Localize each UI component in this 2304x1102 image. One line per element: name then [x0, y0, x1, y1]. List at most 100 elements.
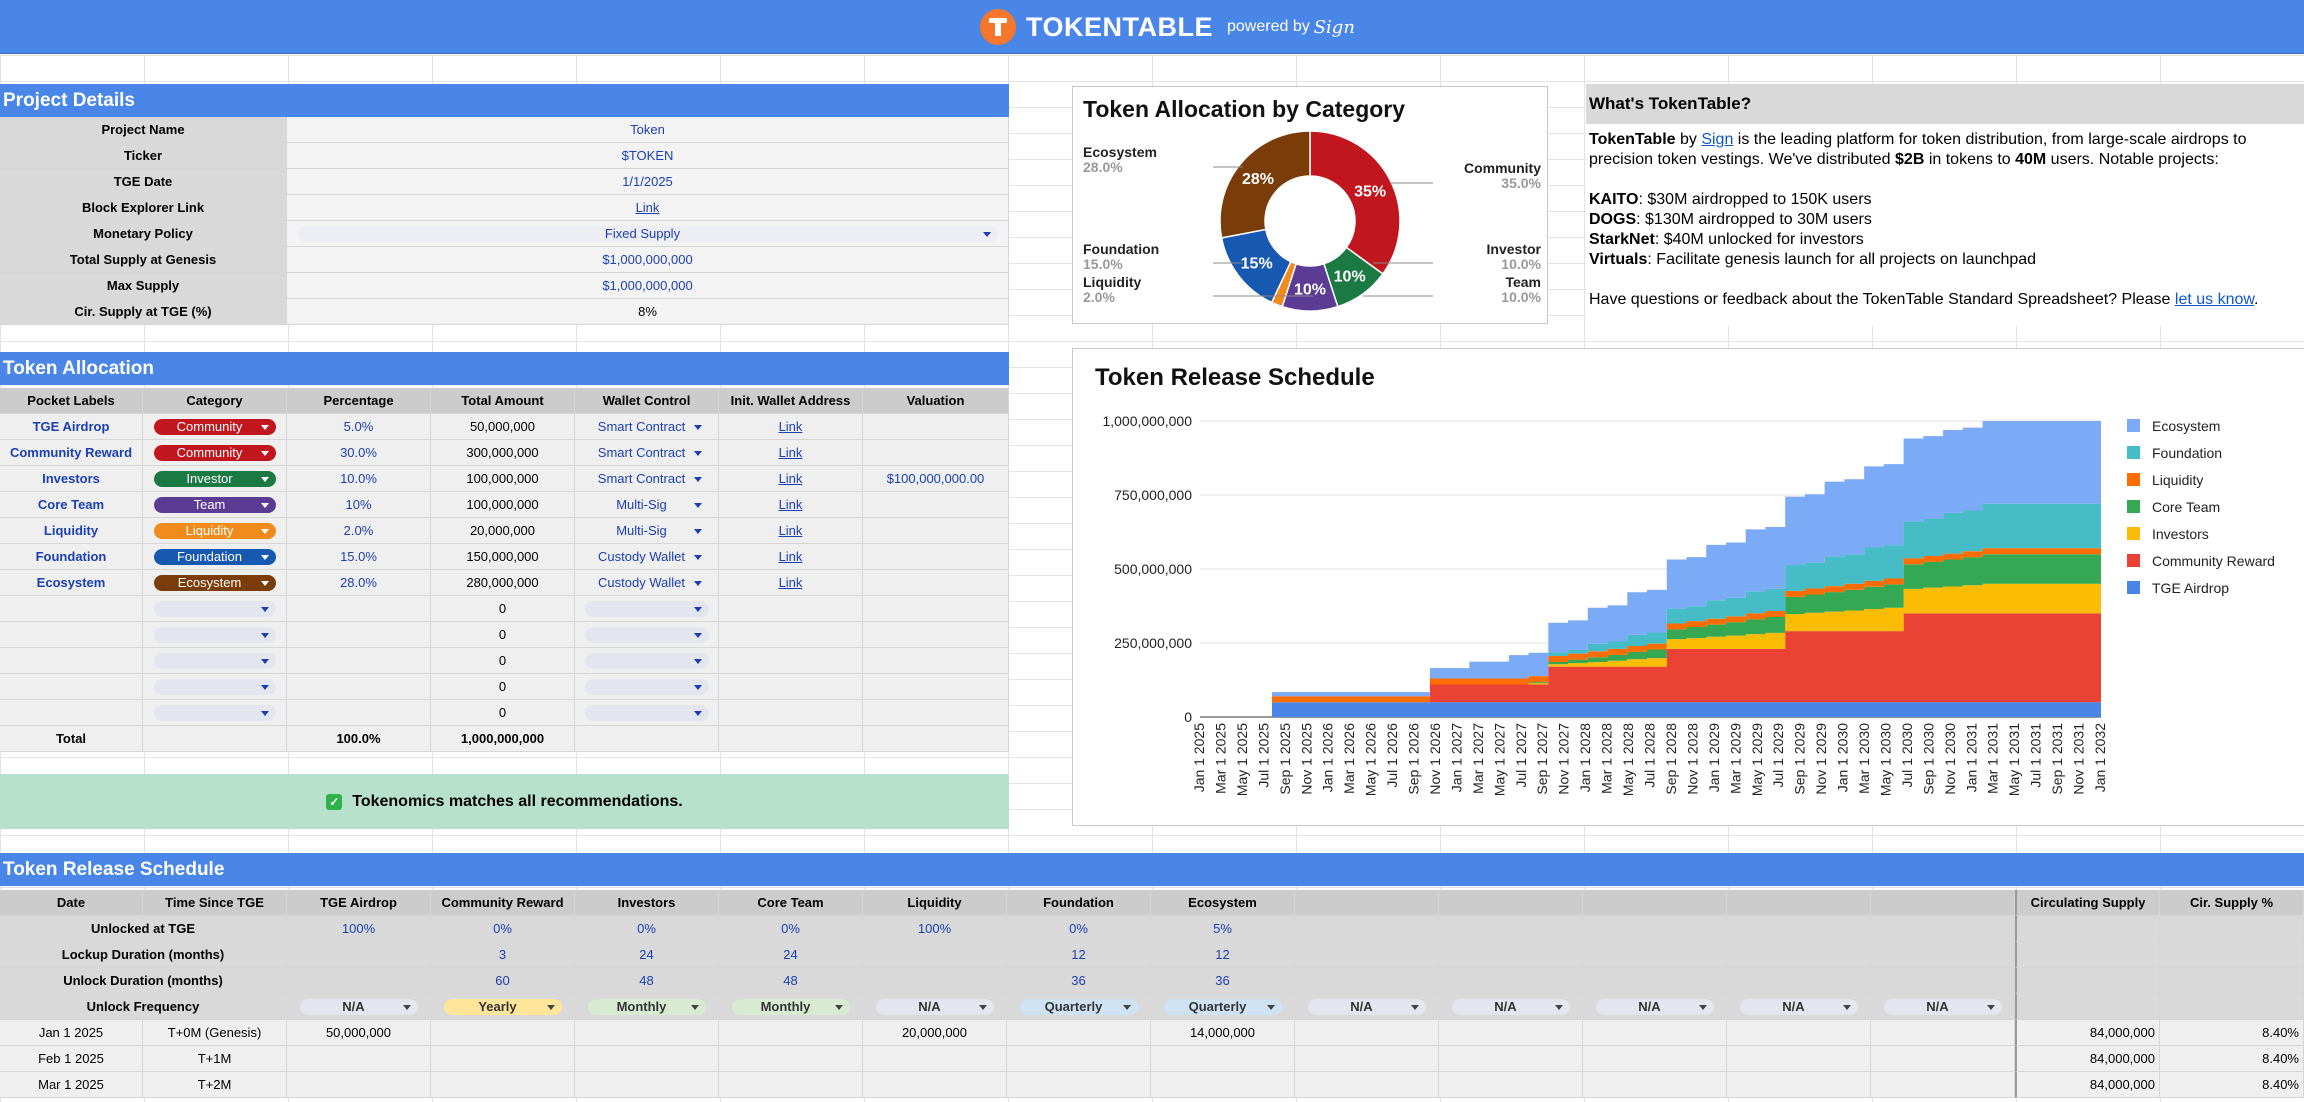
release-meta-value[interactable] [1439, 916, 1583, 942]
category-cell[interactable]: Foundation [143, 544, 287, 570]
release-meta-value[interactable]: 0% [719, 916, 863, 942]
category-dropdown[interactable]: Foundation [153, 548, 276, 565]
wallet-control-cell[interactable]: Multi-Sig [575, 492, 719, 518]
wallet-control-dropdown[interactable] [584, 626, 709, 643]
block-explorer-link[interactable]: Link [635, 200, 660, 215]
wallet-address-cell[interactable] [719, 700, 863, 726]
wallet-control-dropdown[interactable] [584, 652, 709, 669]
project-field-value[interactable]: Token [287, 117, 1009, 143]
unlock-frequency-dropdown[interactable]: Quarterly [1163, 998, 1282, 1015]
category-dropdown[interactable] [153, 600, 276, 617]
wallet-address-cell[interactable]: Link [719, 518, 863, 544]
release-meta-value[interactable]: 0% [431, 916, 575, 942]
valuation-cell[interactable] [863, 648, 1009, 674]
wallet-control-cell[interactable] [575, 674, 719, 700]
allocation-percentage[interactable] [287, 648, 431, 674]
wallet-address-cell[interactable]: Link [719, 492, 863, 518]
release-meta-value[interactable]: 36 [1151, 968, 1295, 994]
project-field-value[interactable]: 1/1/2025 [287, 169, 1009, 195]
release-meta-value[interactable]: 3 [431, 942, 575, 968]
area-series[interactable] [1272, 503, 2101, 697]
unlock-frequency-cell[interactable]: N/A [1871, 994, 2015, 1020]
area-series[interactable] [1272, 421, 2101, 697]
pie-slice[interactable] [1219, 130, 1311, 239]
category-dropdown[interactable]: Community [153, 418, 276, 435]
valuation-cell[interactable] [863, 622, 1009, 648]
pocket-label[interactable] [0, 648, 143, 674]
category-dropdown[interactable]: Investor [153, 470, 276, 487]
legend-label[interactable]: Community Reward [2152, 553, 2275, 569]
wallet-control-dropdown[interactable] [584, 678, 709, 695]
unlock-frequency-cell[interactable]: N/A [1439, 994, 1583, 1020]
wallet-control-cell[interactable]: Custody Wallet [575, 544, 719, 570]
wallet-control-cell[interactable]: Multi-Sig [575, 518, 719, 544]
allocation-percentage[interactable]: 28.0% [287, 570, 431, 596]
unlock-frequency-cell[interactable]: Quarterly [1007, 994, 1151, 1020]
release-meta-value[interactable]: 0% [575, 916, 719, 942]
pocket-label[interactable]: TGE Airdrop [0, 414, 143, 440]
wallet-address-link[interactable]: Link [778, 523, 803, 538]
wallet-address-link[interactable]: Link [778, 575, 803, 590]
pocket-label[interactable]: Foundation [0, 544, 143, 570]
category-dropdown[interactable]: Community [153, 444, 276, 461]
wallet-control-dropdown[interactable]: Custody Wallet [585, 575, 709, 591]
valuation-cell[interactable] [863, 700, 1009, 726]
allocation-percentage[interactable]: 30.0% [287, 440, 431, 466]
wallet-address-cell[interactable]: Link [719, 414, 863, 440]
wallet-control-dropdown[interactable]: Custody Wallet [585, 549, 709, 565]
area-series[interactable] [1272, 583, 2101, 703]
unlock-frequency-dropdown[interactable]: N/A [299, 998, 418, 1015]
pie-slice[interactable] [1309, 130, 1401, 275]
wallet-control-dropdown[interactable]: Smart Contract [585, 419, 709, 435]
unlock-frequency-dropdown[interactable]: N/A [875, 998, 994, 1015]
project-field-value[interactable]: $1,000,000,000 [287, 273, 1009, 299]
area-series[interactable] [1272, 613, 2101, 703]
release-meta-value[interactable] [1727, 942, 1871, 968]
wallet-control-dropdown[interactable]: Multi-Sig [585, 497, 709, 513]
release-meta-value[interactable] [1295, 942, 1439, 968]
valuation-cell[interactable]: $100,000,000.00 [863, 466, 1009, 492]
wallet-control-cell[interactable]: Custody Wallet [575, 570, 719, 596]
valuation-cell[interactable] [863, 596, 1009, 622]
pocket-label[interactable] [0, 622, 143, 648]
release-meta-value[interactable]: 60 [431, 968, 575, 994]
wallet-address-cell[interactable]: Link [719, 544, 863, 570]
release-meta-value[interactable] [863, 968, 1007, 994]
unlock-frequency-cell[interactable]: N/A [1727, 994, 1871, 1020]
legend-label[interactable]: Ecosystem [2152, 418, 2220, 434]
valuation-cell[interactable] [863, 440, 1009, 466]
allocation-percentage[interactable]: 10.0% [287, 466, 431, 492]
unlock-frequency-dropdown[interactable]: N/A [1883, 998, 2002, 1015]
category-dropdown[interactable]: Ecosystem [153, 574, 276, 591]
release-meta-value[interactable] [287, 942, 431, 968]
category-cell[interactable]: Ecosystem [143, 570, 287, 596]
category-cell[interactable] [143, 596, 287, 622]
wallet-control-cell[interactable] [575, 700, 719, 726]
valuation-cell[interactable] [863, 674, 1009, 700]
category-cell[interactable] [143, 700, 287, 726]
wallet-control-dropdown[interactable]: Smart Contract [585, 445, 709, 461]
legend-label[interactable]: Liquidity [2152, 472, 2203, 488]
wallet-control-cell[interactable]: Smart Contract [575, 440, 719, 466]
category-dropdown[interactable]: Liquidity [153, 522, 276, 539]
release-meta-value[interactable]: 12 [1007, 942, 1151, 968]
monetary-policy-dropdown[interactable]: Fixed Supply [297, 225, 998, 242]
category-cell[interactable]: Investor [143, 466, 287, 492]
valuation-cell[interactable] [863, 518, 1009, 544]
valuation-cell[interactable] [863, 544, 1009, 570]
release-meta-value[interactable]: 36 [1007, 968, 1151, 994]
category-cell[interactable] [143, 674, 287, 700]
allocation-percentage[interactable]: 15.0% [287, 544, 431, 570]
wallet-address-cell[interactable]: Link [719, 466, 863, 492]
legend-label[interactable]: TGE Airdrop [2152, 580, 2229, 596]
wallet-control-cell[interactable]: Smart Contract [575, 414, 719, 440]
wallet-control-cell[interactable] [575, 596, 719, 622]
release-meta-value[interactable] [1295, 968, 1439, 994]
legend-label[interactable]: Foundation [2152, 445, 2222, 461]
release-meta-value[interactable] [1583, 968, 1727, 994]
unlock-frequency-cell[interactable]: N/A [863, 994, 1007, 1020]
wallet-address-link[interactable]: Link [778, 549, 803, 564]
release-meta-value[interactable] [1583, 916, 1727, 942]
allocation-percentage[interactable] [287, 596, 431, 622]
pocket-label[interactable]: Ecosystem [0, 570, 143, 596]
